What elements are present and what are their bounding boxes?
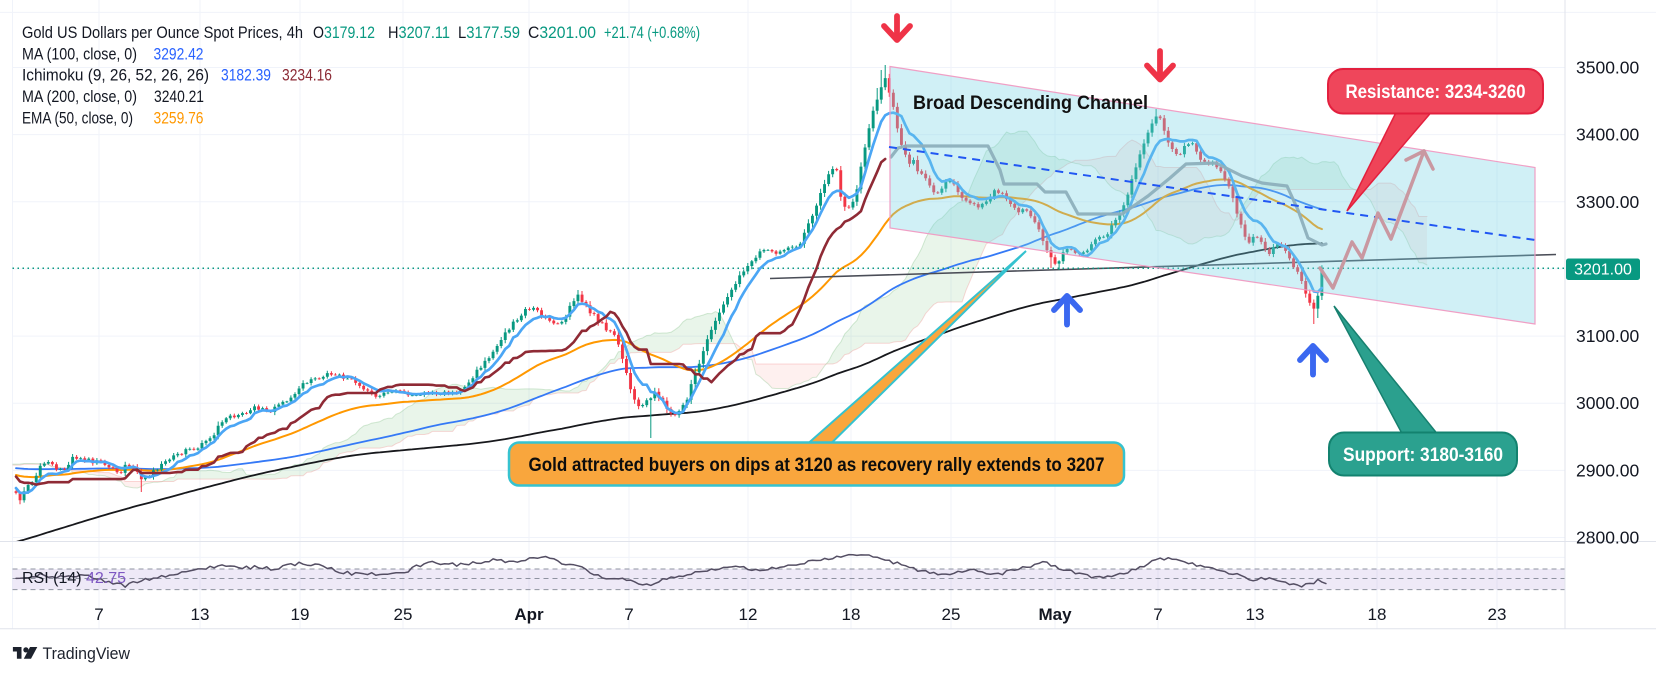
svg-text:TradingView: TradingView	[43, 644, 131, 663]
svg-text:19: 19	[291, 605, 310, 624]
svg-text:EMA (50, close, 0): EMA (50, close, 0)	[22, 109, 133, 128]
svg-text:3400.00: 3400.00	[1576, 125, 1640, 145]
svg-text:7: 7	[624, 605, 633, 624]
svg-text:+21.74 (+0.68%): +21.74 (+0.68%)	[604, 23, 700, 42]
svg-text:3292.42: 3292.42	[154, 45, 204, 64]
svg-text:7: 7	[94, 605, 103, 624]
svg-text:18: 18	[842, 605, 861, 624]
svg-text:May: May	[1038, 605, 1072, 624]
svg-text:25: 25	[394, 605, 413, 624]
svg-text:Support: 3180-3160: Support: 3180-3160	[1343, 445, 1503, 466]
svg-text:MA (100, close, 0): MA (100, close, 0)	[22, 45, 137, 64]
svg-text:7: 7	[1153, 605, 1162, 624]
svg-text:3182.39: 3182.39	[221, 66, 271, 85]
svg-text:3100.00: 3100.00	[1576, 326, 1640, 346]
svg-text:C3201.00: C3201.00	[528, 23, 596, 42]
svg-text:L3177.59: L3177.59	[458, 23, 520, 42]
svg-text:MA (200, close, 0): MA (200, close, 0)	[22, 87, 137, 106]
svg-text:H3207.11: H3207.11	[388, 23, 450, 42]
svg-text:13: 13	[1246, 605, 1265, 624]
svg-text:Gold US Dollars per Ounce Spot: Gold US Dollars per Ounce Spot Prices, 4…	[22, 23, 303, 42]
svg-text:3259.76: 3259.76	[154, 109, 204, 128]
svg-text:O3179.12: O3179.12	[313, 23, 375, 42]
svg-text:Ichimoku (9, 26, 52, 26, 26): Ichimoku (9, 26, 52, 26, 26)	[22, 66, 209, 85]
svg-text:Resistance: 3234-3260: Resistance: 3234-3260	[1346, 82, 1526, 103]
svg-text:18: 18	[1368, 605, 1387, 624]
svg-text:12: 12	[739, 605, 758, 624]
svg-text:3300.00: 3300.00	[1576, 192, 1640, 212]
svg-text:RSI (14) 42.75: RSI (14) 42.75	[22, 570, 126, 587]
svg-text:2800.00: 2800.00	[1576, 528, 1640, 548]
svg-text:Gold attracted buyers on dips: Gold attracted buyers on dips at 3120 as…	[529, 455, 1105, 476]
svg-text:25: 25	[942, 605, 961, 624]
svg-text:3500.00: 3500.00	[1576, 58, 1640, 78]
svg-text:23: 23	[1488, 605, 1507, 624]
svg-text:3201.00: 3201.00	[1574, 262, 1632, 279]
svg-text:3234.16: 3234.16	[282, 66, 332, 85]
svg-text:13: 13	[191, 605, 210, 624]
svg-text:3000.00: 3000.00	[1576, 393, 1640, 413]
svg-text:Broad Descending Channel: Broad Descending Channel	[913, 92, 1148, 114]
svg-text:Apr: Apr	[514, 605, 544, 624]
svg-text:3240.21: 3240.21	[154, 87, 204, 106]
svg-text:2900.00: 2900.00	[1576, 460, 1640, 480]
